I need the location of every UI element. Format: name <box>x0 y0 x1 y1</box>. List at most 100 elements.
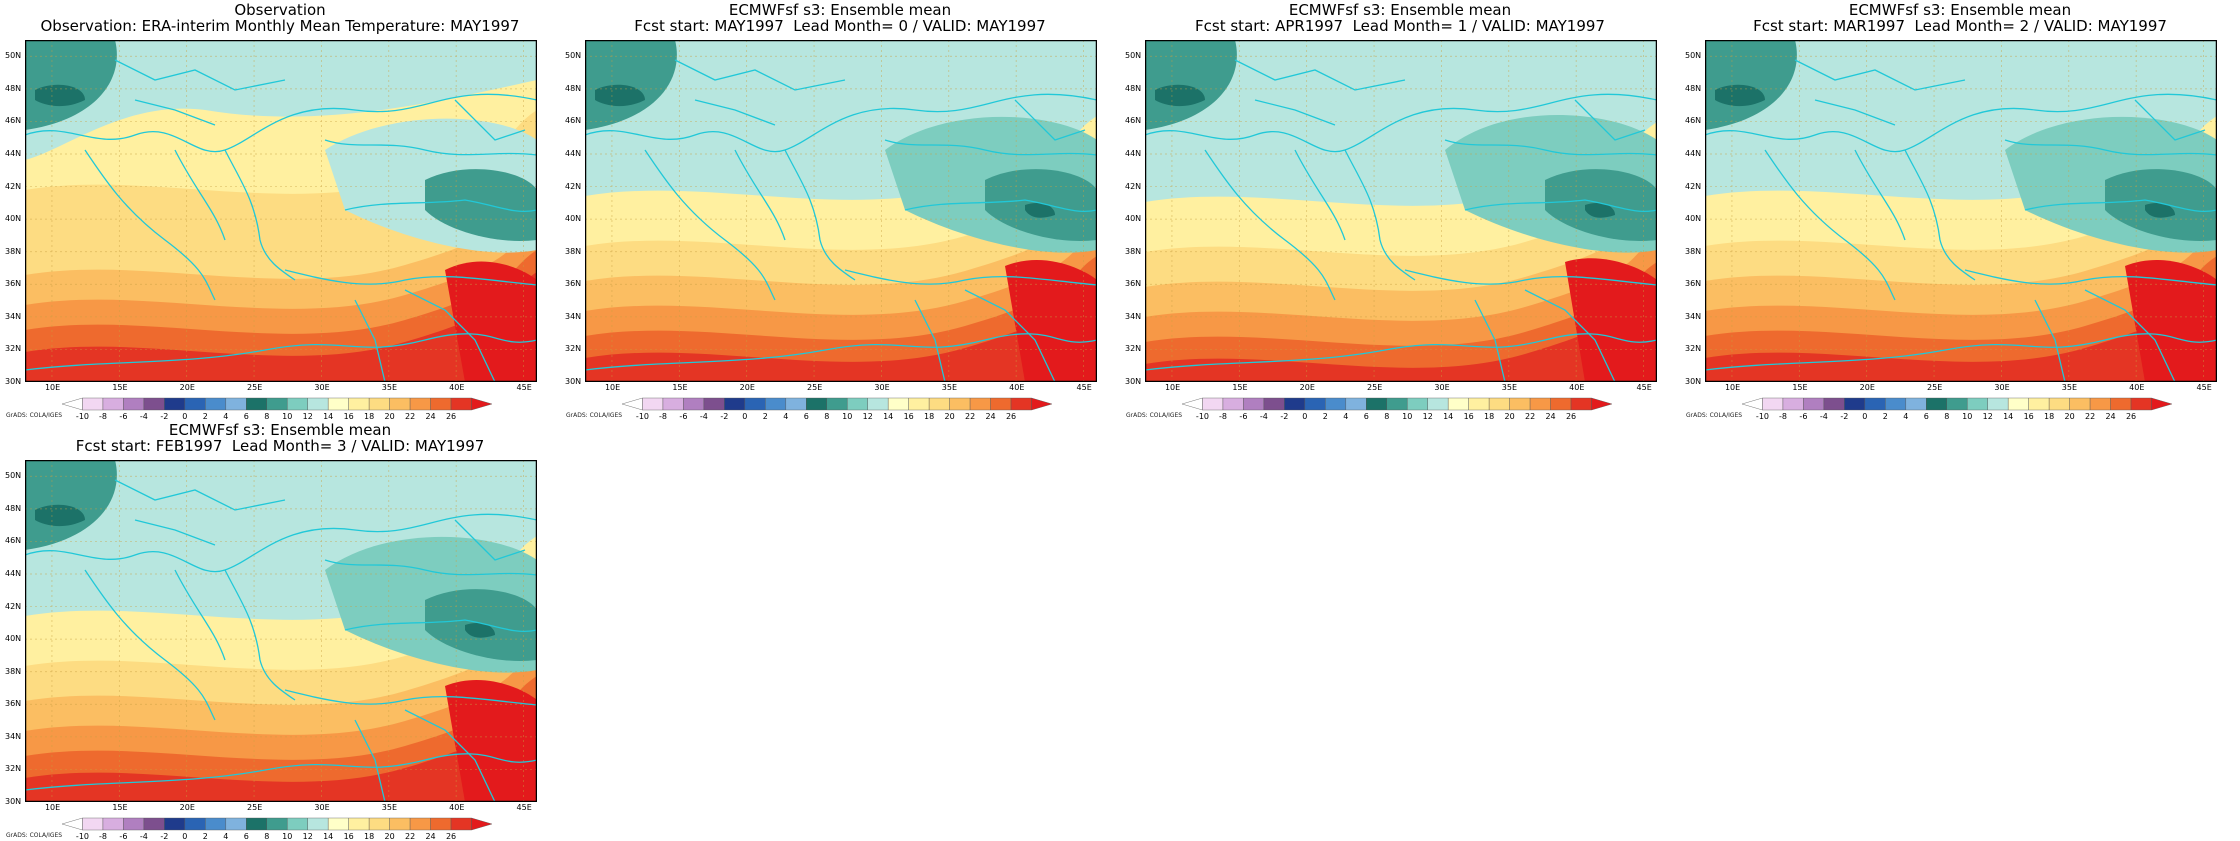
lat-tick-label: 36N <box>565 279 582 289</box>
colorbar-swatch <box>82 817 104 831</box>
coastline-0 <box>1705 93 2217 153</box>
lat-tick-label: 32N <box>1125 344 1142 354</box>
colorbar-tick-label: 24 <box>1545 412 1556 421</box>
colorbar-tick-label: 16 <box>2023 412 2034 421</box>
lon-tick-label: 15E <box>1792 383 1808 392</box>
colorbar-swatch <box>205 817 227 831</box>
colorbar <box>1742 397 2172 411</box>
coastline-10 <box>134 99 216 126</box>
map-gridlines <box>25 460 537 802</box>
colorbar-tick-label: 22 <box>405 832 416 841</box>
colorbar-swatch <box>389 817 411 831</box>
colorbar-tick-label: -10 <box>1755 412 1770 421</box>
colorbar-tick-label: 2 <box>202 832 208 841</box>
colorbar-swatch <box>1529 397 1551 411</box>
colorbar-tick-label: -10 <box>635 412 650 421</box>
colorbar-swatch <box>703 397 725 411</box>
coastline-9 <box>1234 59 1406 91</box>
colorbar-swatch <box>225 397 247 411</box>
colorbar-swatch <box>327 817 349 831</box>
lon-tick-label: 30E <box>314 383 330 392</box>
colorbar-tick-label: 6 <box>1923 412 1929 421</box>
coastline-12 <box>1474 299 1506 382</box>
lon-tick-label: 30E <box>874 383 890 392</box>
coastline-10 <box>694 99 776 126</box>
panel-title: Observation <box>234 1 326 19</box>
colorbar-tick-label: 16 <box>1463 412 1474 421</box>
lat-tick-label: 50N <box>1125 51 1142 61</box>
colorbar-swatch <box>928 397 950 411</box>
colorbar-swatch <box>205 397 227 411</box>
coastline-9 <box>114 59 286 91</box>
lon-tick-label: 35E <box>2061 383 2078 392</box>
colorbar-tick-label: 8 <box>1944 412 1950 421</box>
colorbar-swatch <box>471 397 492 411</box>
lat-tick-label: 30N <box>565 377 582 386</box>
coastline-11 <box>1524 289 1616 382</box>
lat-tick-label: 42N <box>5 181 22 191</box>
temperature-map <box>25 460 537 802</box>
lon-tick-label: 45E <box>516 803 532 812</box>
colorbar-swatch <box>1926 397 1947 411</box>
lon-tick-label: 35E <box>381 803 398 812</box>
coastline-10 <box>1814 99 1896 126</box>
lon-tick-label: 45E <box>516 383 532 392</box>
coastline-7 <box>585 333 1097 371</box>
colorbar-tick-label: 18 <box>364 412 375 421</box>
colorbar-tick-label: 24 <box>425 832 436 841</box>
colorbar-swatch <box>450 397 472 411</box>
lon-tick-label: 40E <box>1009 383 1025 392</box>
colorbar-tick-label: 20 <box>944 412 955 421</box>
lon-tick-label: 40E <box>1569 383 1585 392</box>
colorbar-swatch <box>102 397 124 411</box>
lat-tick-label: 40N <box>1125 214 1142 224</box>
coastline-8 <box>1574 99 1646 141</box>
colorbar-tick-label: 22 <box>965 412 976 421</box>
colorbar-tick-label: 14 <box>2003 412 2014 421</box>
colorbar-swatch <box>123 817 145 831</box>
colorbar-tick-label: 4 <box>1343 412 1349 421</box>
colorbar-tick-label: 0 <box>182 832 188 841</box>
colorbar-swatch <box>1591 397 1612 411</box>
colorbar-swatch <box>2110 397 2132 411</box>
colorbar-swatch <box>1468 397 1490 411</box>
coastline-1 <box>1764 149 1896 301</box>
colorbar-swatch <box>2028 397 2050 411</box>
colorbar-tick-label: 10 <box>282 832 293 841</box>
colorbar-swatch <box>1823 397 1845 411</box>
colorbar-swatch <box>430 397 452 411</box>
colorbar-swatch <box>2151 397 2172 411</box>
coastline-7 <box>1145 333 1657 371</box>
colorbar-tick-label: 24 <box>425 412 436 421</box>
colorbar-tick-label: -2 <box>1280 412 1289 421</box>
colorbar-swatch <box>2089 397 2111 411</box>
colorbar-swatch <box>847 397 868 411</box>
colorbar-tick-label: 8 <box>824 412 830 421</box>
lat-tick-label: 30N <box>5 377 22 386</box>
colorbar-tick-label: 4 <box>1903 412 1909 421</box>
coastline-0 <box>25 513 537 573</box>
colorbar-swatch <box>164 397 186 411</box>
colorbar-tick-label: -2 <box>720 412 729 421</box>
lat-tick-label: 50N <box>5 51 22 61</box>
lat-tick-label: 44N <box>5 149 22 158</box>
colorbar-swatch <box>1742 397 1763 411</box>
colorbar-tick-label: -10 <box>75 412 90 421</box>
colorbar-tick-label: -8 <box>98 412 107 421</box>
colorbar-swatch <box>184 397 206 411</box>
colorbar-tick-label: 8 <box>1384 412 1390 421</box>
coastline-1 <box>1204 149 1336 301</box>
coastline-2 <box>174 149 226 241</box>
lat-tick-label: 48N <box>1125 83 1142 93</box>
temperature-map <box>585 40 1097 382</box>
colorbar-swatch <box>1202 397 1224 411</box>
coastline-11 <box>404 709 496 802</box>
panel-subtitle: Fcst start: APR1997 Lead Month= 1 / VALI… <box>1195 17 1605 35</box>
lon-tick-label: 10E <box>1724 383 1741 392</box>
colorbar-swatch <box>826 397 848 411</box>
colorbar-tick-label: -8 <box>98 832 107 841</box>
colorbar-swatch <box>102 817 124 831</box>
lat-tick-label: 40N <box>5 214 22 224</box>
colorbar-swatch <box>62 817 83 831</box>
lon-tick-label: 15E <box>1232 383 1248 392</box>
